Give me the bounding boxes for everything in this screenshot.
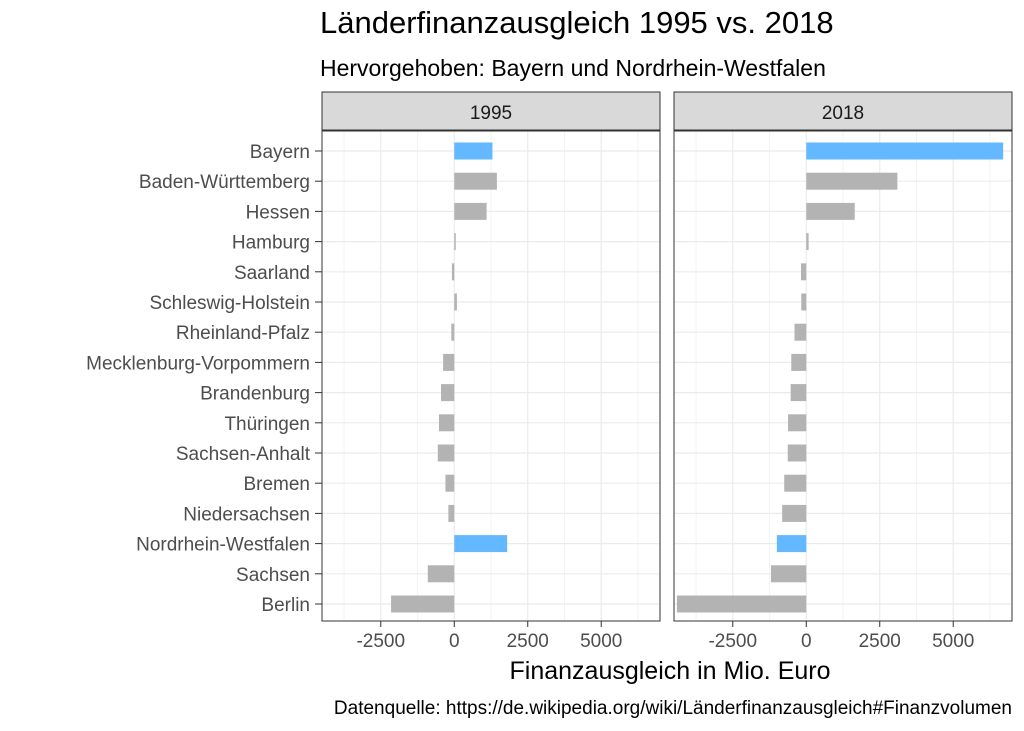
category-label-niedersachsen: Niedersachsen — [183, 504, 310, 525]
category-label-brandenburg: Brandenburg — [200, 384, 310, 405]
category-label-bayern: Bayern — [250, 142, 310, 163]
bar-1995-saarland — [451, 263, 455, 281]
bar-1995-mecklenburg-vorpommern — [443, 353, 455, 371]
bar-2018-nordrhein-westfalen — [776, 535, 807, 553]
x-tick-label: 0 — [801, 631, 812, 652]
bar-2018-sachsen — [770, 565, 807, 583]
x-tick-label: 5000 — [580, 631, 622, 652]
bar-2018-brandenburg — [790, 384, 807, 402]
category-label-berlin: Berlin — [261, 595, 310, 616]
category-label-thuringen: Thüringen — [224, 414, 310, 435]
bar-2018-sachsen-anhalt — [787, 444, 807, 462]
category-label-baden-wurttemberg: Baden-Württemberg — [139, 172, 310, 193]
source-caption: Datenquelle: https://de.wikipedia.org/wi… — [334, 698, 1012, 719]
bar-1995-bremen — [445, 474, 455, 492]
facet-strip — [673, 91, 1013, 131]
category-label-mecklenburg-vorpommern: Mecklenburg-Vorpommern — [86, 353, 310, 374]
x-tick-label: 5000 — [932, 631, 974, 652]
category-label-sachsen: Sachsen — [236, 565, 310, 586]
bar-2018-schleswig-holstein — [801, 293, 807, 311]
chart-subtitle: Hervorgehoben: Bayern und Nordrhein-West… — [320, 55, 826, 81]
bar-1995-baden-wurttemberg — [454, 172, 497, 190]
bar-2018-rheinland-pfalz — [794, 323, 807, 341]
category-label-sachsen-anhalt: Sachsen-Anhalt — [176, 444, 311, 465]
facet-panels: 1995 -2500 0 2500 5000 2018 -2500 0 2500 5000 — [321, 91, 1013, 652]
bar-2018-baden-wurttemberg — [806, 172, 898, 190]
panel-border — [673, 130, 1013, 622]
bar-2018-hessen — [806, 202, 855, 220]
bar-1995-bayern — [454, 142, 493, 160]
category-label-hamburg: Hamburg — [232, 233, 310, 254]
panel-border — [321, 130, 661, 622]
x-axis-title: Finanzausgleich in Mio. Euro — [510, 657, 831, 685]
bar-1995-thuringen — [438, 414, 455, 432]
facet-strip — [321, 91, 661, 131]
chart-title: Länderfinanzausgleich 1995 vs. 2018 — [320, 5, 834, 40]
category-label-schleswig-holstein: Schleswig-Holstein — [149, 293, 310, 314]
x-tick-label: -2500 — [356, 631, 405, 652]
facet-strip-label: 1995 — [470, 103, 512, 124]
bar-2018-mecklenburg-vorpommern — [791, 353, 807, 371]
bar-1995-schleswig-holstein — [454, 293, 457, 311]
bar-1995-hessen — [454, 202, 487, 220]
x-tick-label: 2500 — [507, 631, 549, 652]
category-label-nordrhein-westfalen: Nordrhein-Westfalen — [136, 535, 310, 556]
bar-1995-hamburg — [454, 233, 456, 251]
bar-1995-brandenburg — [441, 384, 455, 402]
bar-2018-niedersachsen — [782, 504, 807, 522]
bar-1995-rheinland-pfalz — [451, 323, 455, 341]
bar-1995-nordrhein-westfalen — [454, 535, 508, 553]
bar-2018-berlin — [676, 595, 807, 613]
facet-strip-label: 2018 — [822, 103, 864, 124]
bar-2018-saarland — [800, 263, 807, 281]
bar-2018-bremen — [784, 474, 807, 492]
x-tick-label: 0 — [449, 631, 460, 652]
bar-2018-bayern — [806, 142, 1004, 160]
bar-2018-hamburg — [806, 233, 809, 251]
category-label-rheinland-pfalz: Rheinland-Pfalz — [176, 323, 310, 344]
category-label-bremen: Bremen — [243, 474, 310, 495]
bar-1995-niedersachsen — [448, 504, 455, 522]
bar-1995-sachsen — [427, 565, 455, 583]
category-labels: Bayern Baden-Württemberg Hessen Hamburg Saar… — [86, 142, 322, 616]
x-tick-label: 2500 — [859, 631, 901, 652]
panel-1995: 1995 -2500 0 2500 5000 — [321, 91, 661, 652]
bar-2018-thuringen — [788, 414, 807, 432]
category-label-hessen: Hessen — [246, 202, 310, 223]
panel-2018: 2018 -2500 0 2500 5000 — [673, 91, 1013, 652]
bar-1995-sachsen-anhalt — [437, 444, 455, 462]
x-tick-label: -2500 — [708, 631, 757, 652]
bar-1995-berlin — [391, 595, 455, 613]
category-label-saarland: Saarland — [234, 263, 310, 284]
